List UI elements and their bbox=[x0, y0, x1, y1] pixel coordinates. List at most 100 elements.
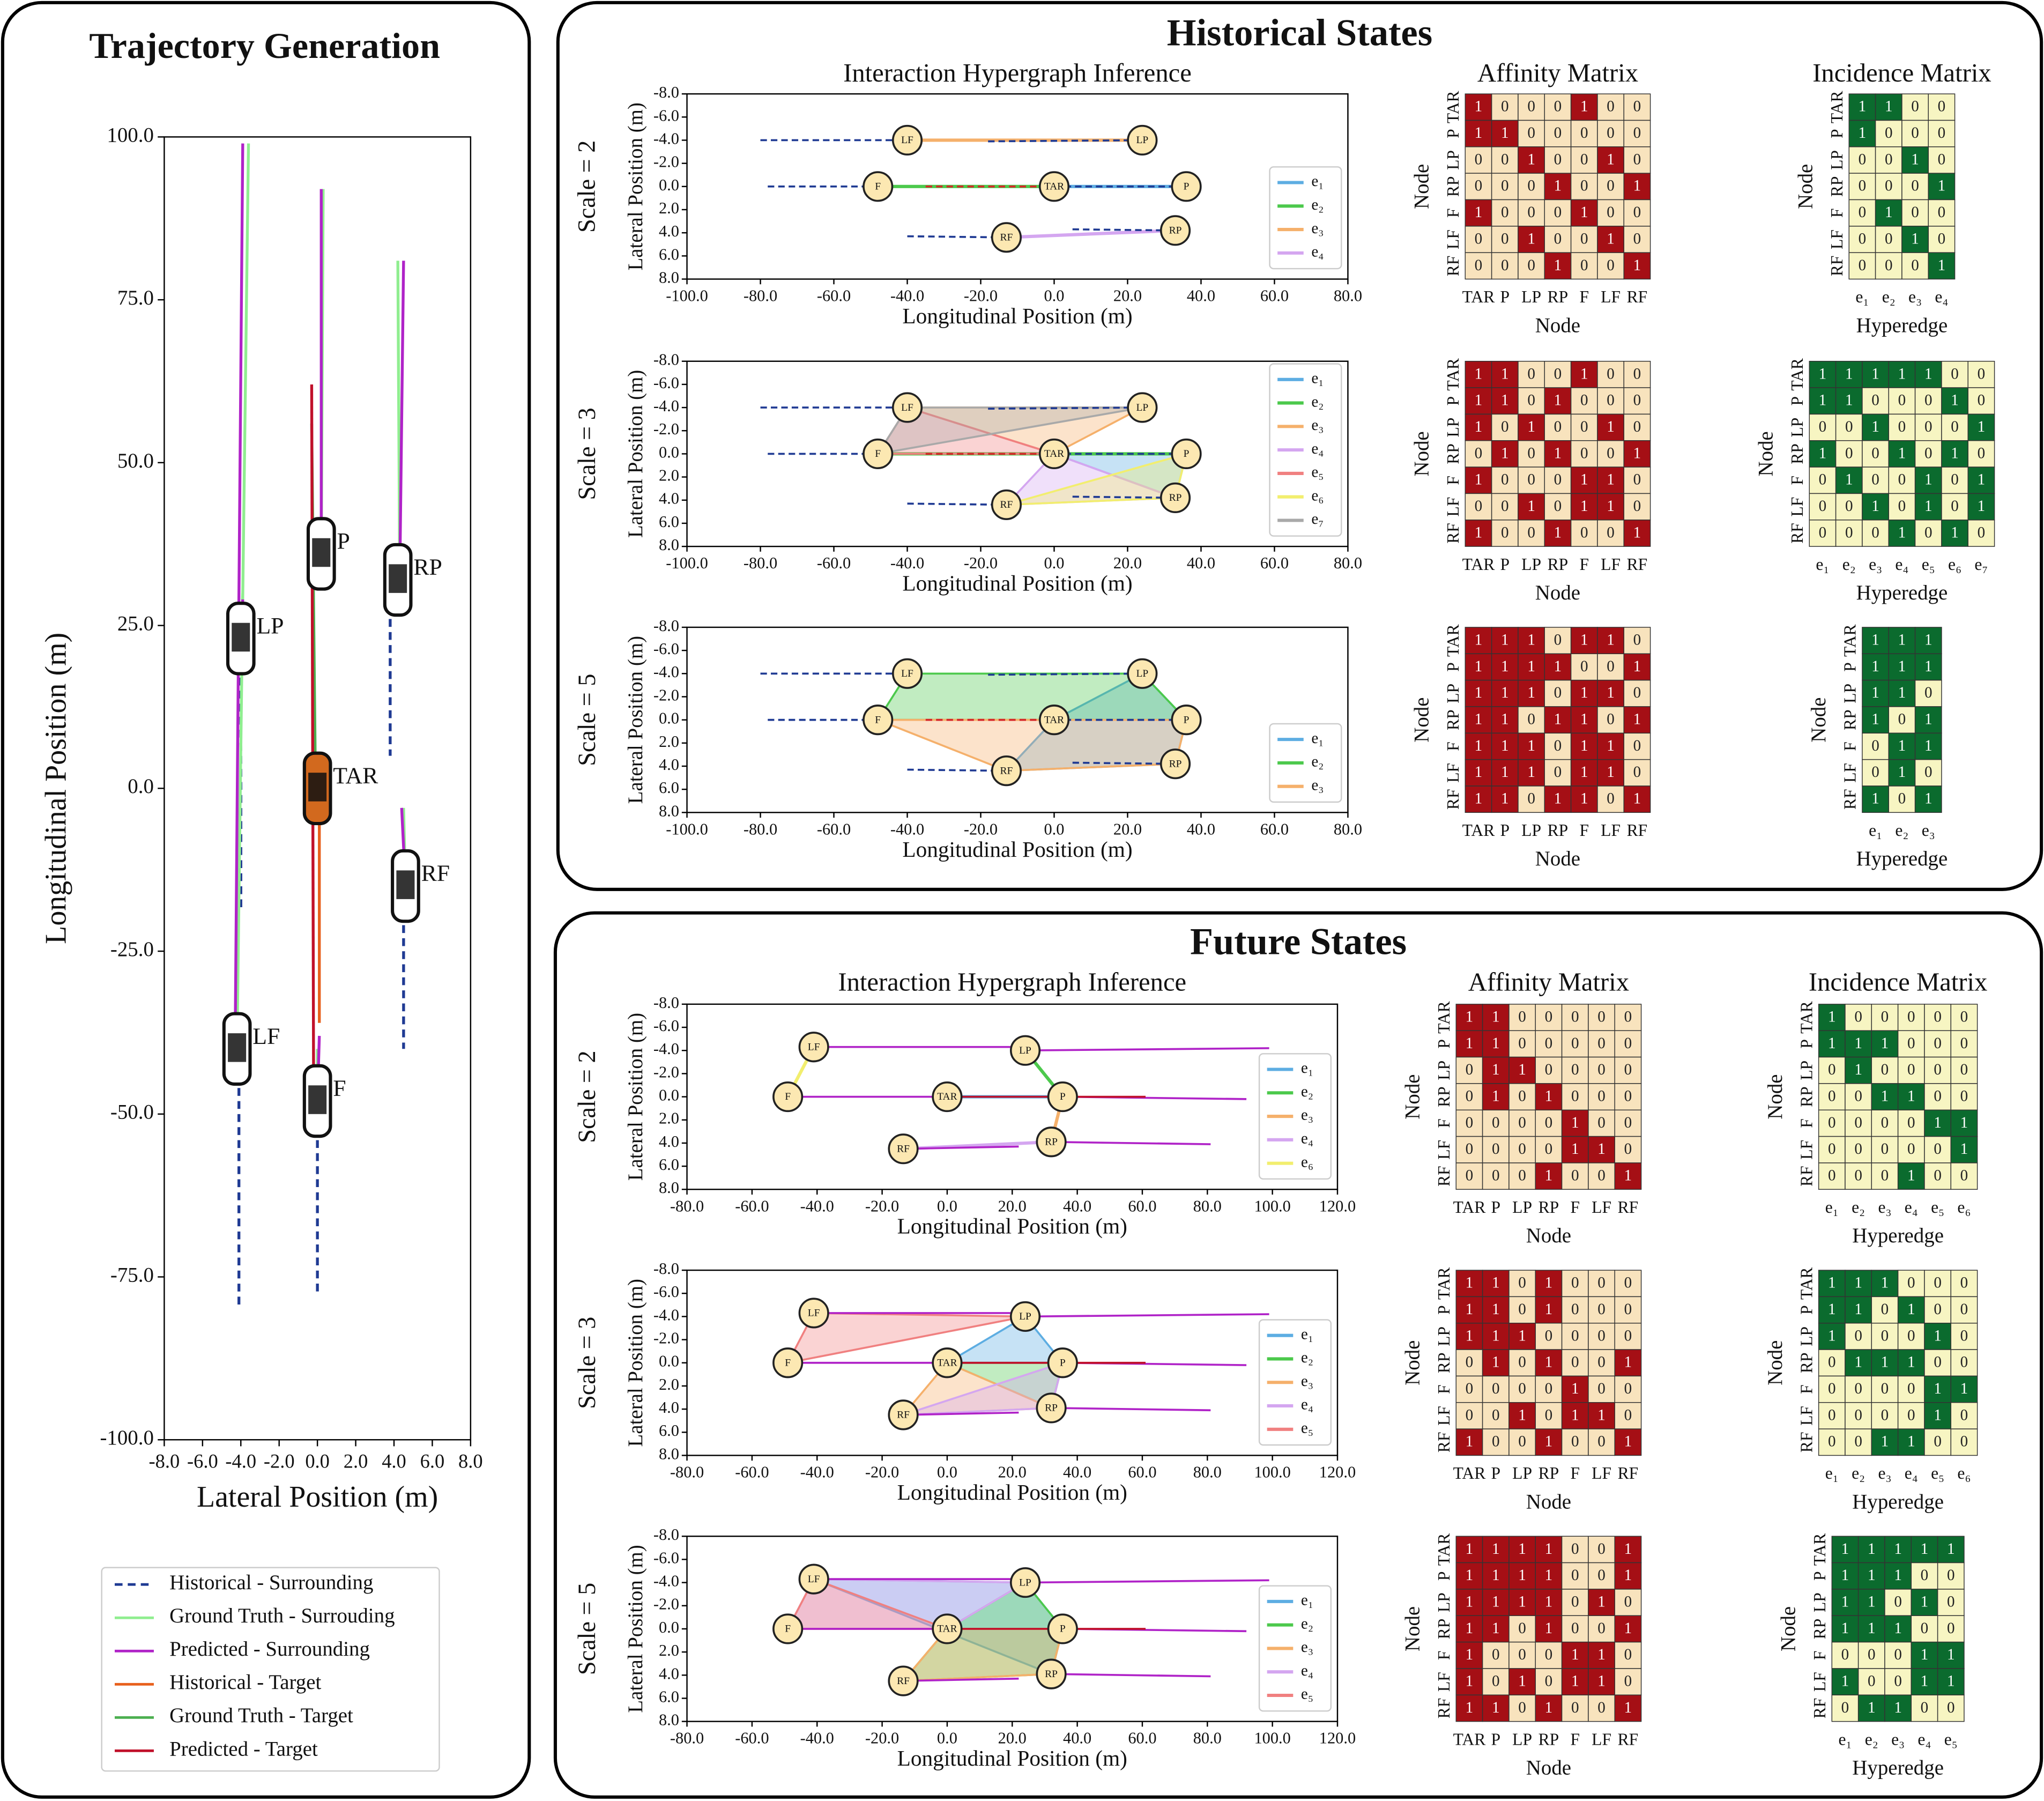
legend-label: e₅ bbox=[1311, 464, 1324, 481]
matrix-cell bbox=[1535, 1428, 1563, 1456]
vehicle-roof bbox=[389, 564, 407, 593]
matrix-cell bbox=[1818, 1083, 1846, 1110]
trajectory bbox=[903, 1145, 1019, 1150]
matrix-cell bbox=[1831, 1641, 1859, 1669]
matrix-value: 0 bbox=[1545, 1673, 1553, 1690]
matrix-cell bbox=[1482, 1694, 1510, 1722]
matrix-value: 1 bbox=[1492, 1594, 1500, 1611]
y-tick-label: 4.0 bbox=[659, 1398, 679, 1417]
matrix-value: 0 bbox=[1597, 1354, 1606, 1371]
matrix-value: 1 bbox=[1960, 1380, 1968, 1397]
trajectory bbox=[1025, 1047, 1269, 1052]
matrix-value: 1 bbox=[1898, 737, 1906, 754]
matrix-cell bbox=[1535, 1562, 1563, 1590]
node-label: LF bbox=[901, 668, 913, 679]
col-tick-label: RP bbox=[1538, 1730, 1559, 1748]
col-tick-label: LP bbox=[1512, 1730, 1532, 1748]
matrix-cell bbox=[1597, 732, 1625, 760]
row-tick-label: F bbox=[1434, 1118, 1453, 1128]
x-tick-label: 40.0 bbox=[1187, 820, 1215, 838]
matrix-value: 1 bbox=[1898, 764, 1906, 781]
matrix-value: 0 bbox=[1947, 1594, 1955, 1611]
x-tick-label: 40.0 bbox=[1063, 1463, 1091, 1481]
matrix-value: 0 bbox=[1597, 1327, 1606, 1344]
matrix-value: 1 bbox=[1934, 1380, 1942, 1397]
y-tick-label: -4.0 bbox=[653, 397, 679, 415]
x-tick-label: -40.0 bbox=[890, 820, 924, 838]
x-axis-label: Longitudinal Position (m) bbox=[902, 571, 1132, 596]
node bbox=[1038, 171, 1070, 202]
matrix-value: 0 bbox=[1819, 524, 1827, 541]
matrix-cell bbox=[1924, 1349, 1952, 1377]
matrix-value: 0 bbox=[1871, 764, 1879, 781]
y-tick-label: -100.0 bbox=[100, 1426, 153, 1449]
legend-label: e₅ bbox=[1301, 1419, 1313, 1436]
matrix-value: 0 bbox=[1597, 1114, 1606, 1131]
matrix-value: 0 bbox=[1466, 1380, 1474, 1397]
y-tick-label: -2.0 bbox=[653, 1329, 679, 1347]
matrix-cell bbox=[1914, 413, 1942, 441]
matrix-cell bbox=[1597, 653, 1625, 681]
matrix-x-label: Node bbox=[1535, 314, 1580, 337]
matrix-cell bbox=[1518, 146, 1545, 174]
matrix-value: 0 bbox=[1607, 98, 1615, 115]
matrix-cell bbox=[1455, 1056, 1483, 1084]
matrix-cell bbox=[1831, 1615, 1859, 1643]
legend-label: Ground Truth - Surrouding bbox=[169, 1604, 395, 1627]
matrix-cell bbox=[1614, 1615, 1642, 1643]
matrix-value: 1 bbox=[1580, 711, 1588, 728]
matrix-cell bbox=[1871, 1136, 1899, 1163]
matrix-cell bbox=[1888, 653, 1916, 681]
legend-label: e₃ bbox=[1311, 417, 1324, 434]
col-tick-label: F bbox=[1570, 1198, 1580, 1217]
matrix-value: 0 bbox=[1978, 365, 1986, 382]
matrix-value: 0 bbox=[1624, 1380, 1632, 1397]
matrix-cell bbox=[1623, 120, 1651, 147]
matrix-value: 0 bbox=[1501, 204, 1509, 221]
matrix-cell bbox=[1482, 1589, 1510, 1616]
matrix-cell bbox=[1508, 1402, 1536, 1429]
matrix-cell bbox=[1455, 1162, 1483, 1190]
matrix-value: 1 bbox=[1921, 1673, 1929, 1690]
matrix-value: 0 bbox=[1951, 471, 1959, 488]
row-tick-label: P bbox=[1444, 129, 1462, 138]
matrix-cell bbox=[1831, 1668, 1859, 1696]
x-tick-label: -20.0 bbox=[964, 287, 998, 305]
matrix-cell bbox=[1950, 1296, 1978, 1324]
matrix-value: 0 bbox=[1527, 444, 1535, 462]
y-tick-label: 50.0 bbox=[117, 449, 154, 472]
matrix-cell bbox=[1455, 1349, 1483, 1377]
col-tick-label: e₂ bbox=[1842, 555, 1856, 574]
matrix-cell bbox=[1508, 1615, 1536, 1643]
y-tick-label: 100.0 bbox=[107, 123, 154, 146]
trajectory bbox=[907, 768, 1007, 772]
matrix-cell bbox=[1597, 520, 1625, 547]
node-label: P bbox=[1060, 1357, 1066, 1368]
node bbox=[1009, 1301, 1041, 1332]
matrix-cell bbox=[1875, 252, 1902, 280]
y-tick-label: 0.0 bbox=[659, 1618, 679, 1636]
row-tick-label: RF bbox=[1444, 523, 1462, 544]
matrix-cell bbox=[1818, 1136, 1846, 1163]
y-tick-label: 8.0 bbox=[659, 1711, 679, 1729]
matrix-cell bbox=[1508, 1694, 1536, 1722]
y-tick-label: 8.0 bbox=[659, 802, 679, 820]
matrix-value: 1 bbox=[1466, 1673, 1474, 1690]
legend-label: e₄ bbox=[1301, 1396, 1313, 1413]
matrix-cell bbox=[1588, 1641, 1615, 1669]
node-label: RP bbox=[1045, 1403, 1058, 1414]
matrix-cell bbox=[1491, 226, 1519, 253]
node bbox=[991, 489, 1022, 520]
col-tick-label: RF bbox=[1618, 1198, 1639, 1217]
matrix-value: 0 bbox=[1580, 418, 1588, 435]
col-tick-label: e₂ bbox=[1882, 287, 1896, 306]
y-axis-label: Lateral Position (m) bbox=[624, 1545, 647, 1713]
matrix-value: 0 bbox=[1871, 524, 1879, 541]
matrix-value: 0 bbox=[1518, 1354, 1526, 1371]
matrix-cell bbox=[1914, 679, 1942, 707]
matrix-cell bbox=[1848, 199, 1876, 227]
node-label: LP bbox=[1136, 668, 1149, 679]
row-label: Scale = 2 bbox=[573, 1050, 600, 1143]
legend-label: e₁ bbox=[1311, 730, 1324, 747]
node-label: LP bbox=[1019, 1577, 1031, 1588]
